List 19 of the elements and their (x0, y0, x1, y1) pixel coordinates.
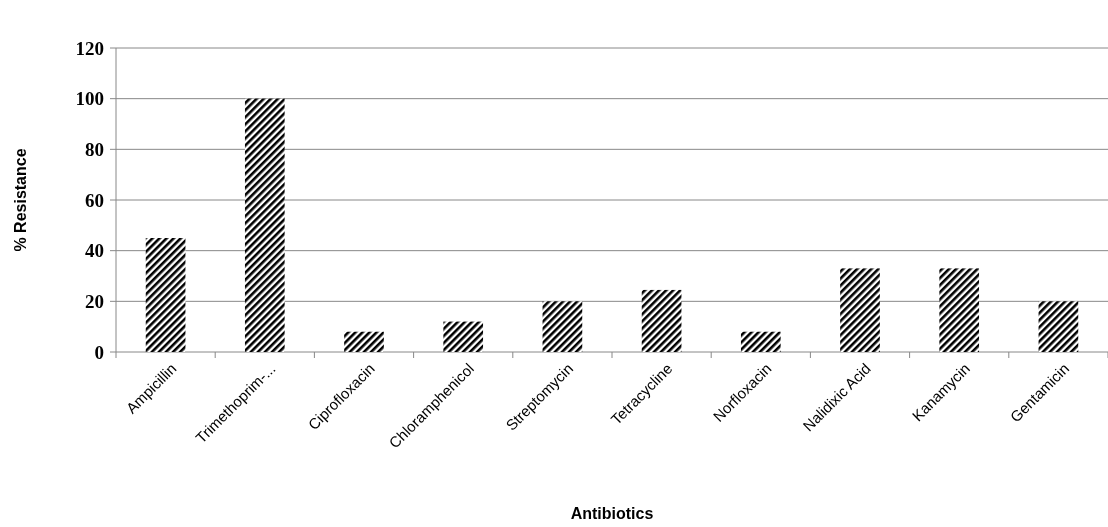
y-tick-label: 60 (85, 189, 104, 211)
y-axis-title: % Resistance (12, 148, 29, 252)
bar (939, 268, 980, 352)
bar (244, 98, 285, 352)
x-axis-title: Antibiotics (570, 505, 654, 522)
y-tick-label: 0 (94, 341, 104, 363)
bar (145, 238, 186, 352)
bar (443, 321, 484, 352)
bar (740, 331, 781, 352)
bar (641, 289, 682, 352)
bar (840, 268, 880, 352)
y-tick-label: 20 (85, 290, 104, 312)
y-tick-label: 40 (85, 240, 104, 262)
bar (344, 331, 384, 352)
bar (542, 301, 583, 352)
y-tick-label: 120 (75, 37, 104, 59)
bar (1038, 301, 1079, 352)
y-tick-label: 80 (85, 138, 104, 160)
y-tick-label: 100 (75, 88, 104, 110)
